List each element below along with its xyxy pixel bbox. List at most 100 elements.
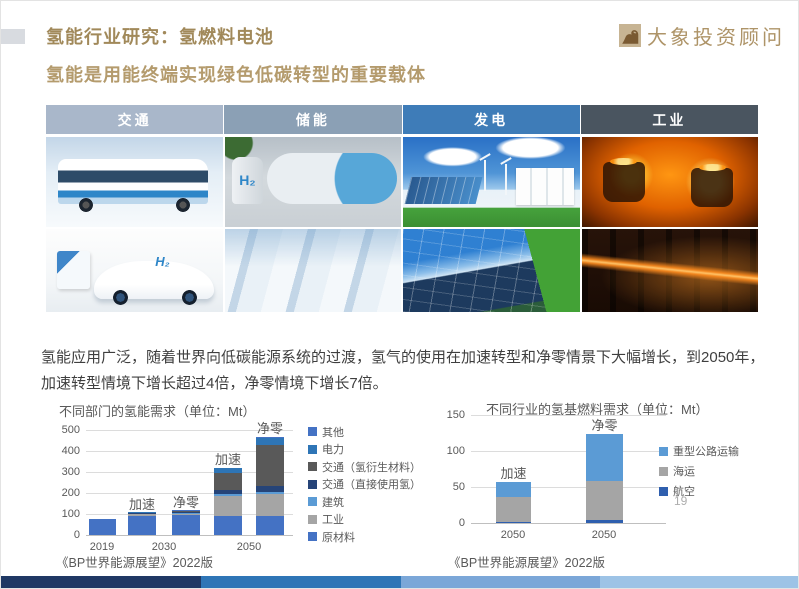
page-title: 氢能行业研究：氢燃料电池	[46, 27, 274, 47]
footer-segment	[600, 576, 798, 588]
bar-segment	[496, 481, 531, 498]
photo-hydrogen-bus	[46, 137, 223, 227]
charging-station-shape	[56, 250, 91, 289]
bar-segment	[214, 489, 242, 495]
gridline	[86, 451, 293, 452]
legend-label: 交通（氢衍生材料）	[322, 461, 421, 474]
legend-swatch-icon	[308, 497, 317, 507]
legend-label: 交通（直接使用氢）	[322, 479, 421, 492]
elephant-logo-icon	[619, 24, 641, 47]
bar-segment	[128, 511, 156, 513]
ladle-shape	[602, 158, 646, 202]
h2-label: H₂	[239, 172, 256, 189]
gridline	[471, 415, 666, 416]
legend-swatch-icon	[308, 532, 317, 542]
x-axis-tick-label: 2019	[89, 541, 115, 553]
y-axis-tick-label: 50	[452, 481, 465, 493]
bar-segment	[496, 497, 531, 522]
legend-label: 海运	[673, 466, 695, 478]
bar-segment	[214, 515, 242, 535]
bar-segment	[214, 473, 242, 490]
photo-steel-mill	[581, 229, 758, 312]
tab-transport[interactable]: 交通	[46, 105, 225, 134]
legend-label: 原材料	[322, 531, 355, 544]
x-axis-tick-label: 2050	[500, 529, 526, 541]
chart-legend: 重型公路运输 海运 航空	[659, 441, 739, 501]
legend-item: 交通（氢衍生材料）	[308, 458, 421, 476]
gridline	[471, 451, 666, 452]
y-axis-tick-label: 100	[61, 508, 80, 520]
bar-segment	[256, 438, 284, 445]
bar-segment	[128, 515, 156, 535]
chart-title: 不同部门的氢能需求（单位：Mt）	[59, 404, 256, 419]
gridline	[86, 535, 293, 536]
legend-swatch-icon	[659, 486, 668, 496]
wind-turbine-shape	[505, 164, 508, 195]
bar-segment	[172, 509, 200, 511]
chart-plot-area	[86, 430, 293, 536]
page-subtitle: 氢能是用能终端实现绿色低碳转型的重要载体	[46, 65, 426, 85]
container-buildings-shape	[515, 167, 575, 206]
x-axis-tick-label: 2050	[236, 541, 262, 553]
solar-panel-shape	[404, 176, 483, 204]
tab-industry-label: 工业	[652, 111, 687, 128]
legend-swatch-icon	[308, 462, 317, 472]
y-axis-tick-label: 0	[458, 517, 465, 529]
bar-segment	[214, 494, 242, 497]
bar-segment	[172, 512, 200, 514]
tab-power[interactable]: 发电	[402, 105, 581, 134]
bar-segment	[172, 511, 200, 513]
footer-segment	[400, 576, 601, 588]
legend-item: 交通（直接使用氢）	[308, 476, 421, 494]
bar-segment	[172, 515, 200, 535]
chart-hydrogen-demand-by-sector: 不同部门的氢能需求（单位：Mt） 其他 电力 交通（氢衍生材料） 交通（直接使用氢） 建…	[39, 394, 423, 572]
scenario-label: 净零	[256, 421, 283, 437]
legend-item: 建筑	[308, 493, 421, 511]
legend-item: 工业	[308, 511, 421, 529]
legend-item: 原材料	[308, 528, 421, 546]
bar-segment	[256, 494, 284, 517]
bar-segment	[214, 467, 242, 474]
y-axis-tick-label: 200	[61, 487, 80, 499]
chart-hydrogen-fuel-demand-by-industry: 不同行业的氢基燃料需求（单位：Mt） 重型公路运输 海运 航空 19 0 50 100 1…	[431, 394, 798, 572]
y-axis-tick-label: 150	[446, 409, 465, 421]
source-citation-left: 《BP世界能源展望》2022版	[56, 556, 213, 570]
bar-segment	[586, 520, 623, 523]
tab-industry[interactable]: 工业	[580, 105, 758, 134]
page-number: 19	[674, 494, 688, 508]
y-axis-tick-label: 500	[61, 424, 80, 436]
wind-turbine-shape	[484, 160, 487, 191]
legend-swatch-icon	[659, 446, 668, 456]
chart-title: 不同行业的氢基燃料需求（单位：Mt）	[486, 402, 709, 417]
photo-wind-solar-containers	[403, 137, 580, 227]
footer-segment	[1, 576, 201, 588]
x-axis-tick-label: 2050	[591, 529, 617, 541]
legend-item: 航空	[659, 481, 739, 501]
legend-label: 航空	[673, 486, 695, 498]
scenario-label: 净零	[591, 418, 618, 434]
bar-segment	[256, 485, 284, 492]
bar-segment	[128, 514, 156, 516]
photo-solar-farm	[403, 229, 580, 312]
gridline	[86, 430, 293, 431]
body-paragraph: 氢能应用广泛，随着世界向低碳能源系统的过渡，氢气的使用在加速转型和净零情景下大幅…	[41, 349, 765, 393]
scenario-label: 加速	[128, 496, 155, 512]
brand-name: 大象投资顾问	[647, 27, 785, 49]
scenario-label: 加速	[214, 451, 241, 467]
legend-label: 电力	[322, 444, 344, 457]
chart-plot-area	[471, 415, 666, 524]
tab-storage-label: 储能	[295, 111, 330, 128]
bar-segment	[172, 513, 200, 516]
bar-segment	[256, 444, 284, 486]
legend-swatch-icon	[308, 444, 317, 454]
bar-segment	[586, 434, 623, 482]
photo-hydrogen-car: H₂	[46, 229, 223, 312]
bar-segment	[214, 496, 242, 516]
tab-power-label: 发电	[474, 111, 509, 128]
legend-swatch-icon	[308, 514, 317, 524]
y-axis-tick-label: 300	[61, 466, 80, 478]
y-axis-tick-label: 400	[61, 445, 80, 457]
tab-storage[interactable]: 储能	[224, 105, 403, 134]
bar-segment	[496, 521, 531, 523]
